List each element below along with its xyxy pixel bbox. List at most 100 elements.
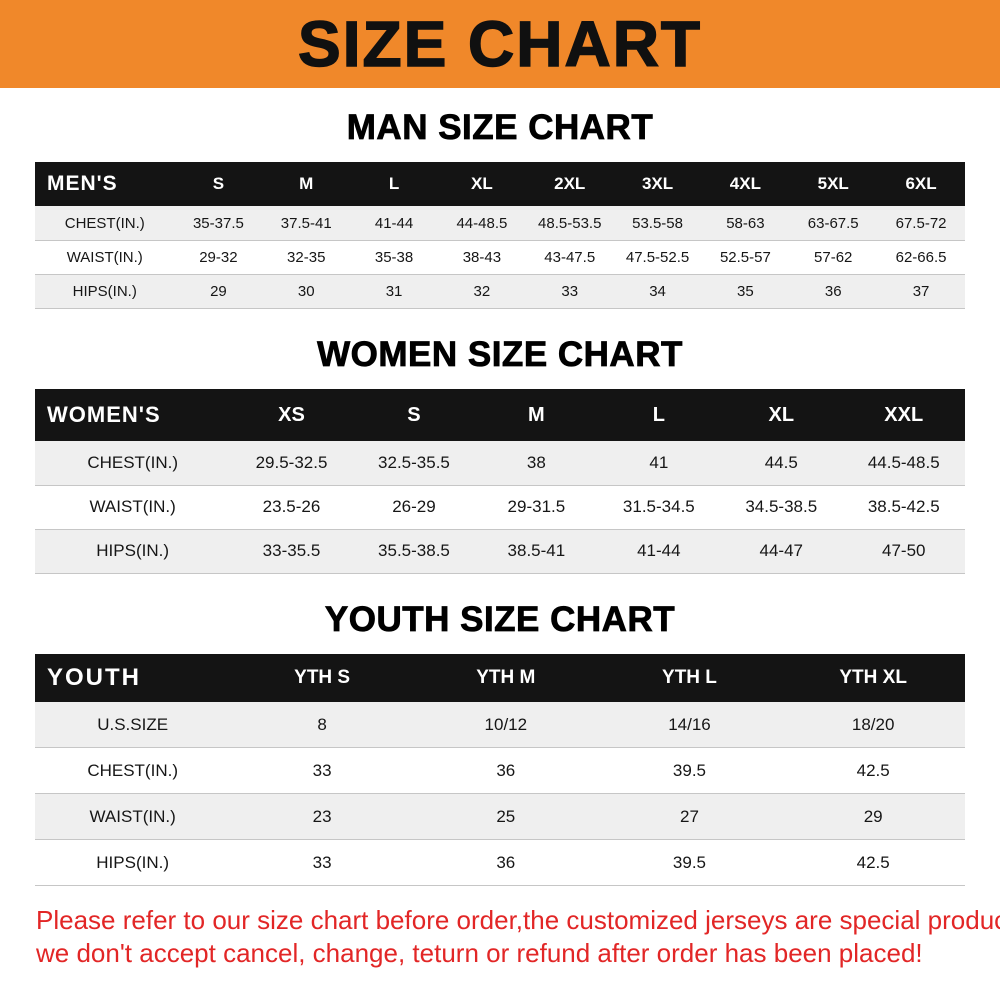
table-cell: 30 <box>297 282 315 300</box>
table-cell: 35-37.5 <box>192 214 244 232</box>
table-row: HIPS(IN.) 33-35.5 35.5-38.5 38.5-41 41-44 44-… <box>35 529 965 573</box>
table-cell: 23.5-26 <box>262 497 321 516</box>
section-women: WOMEN SIZE CHART WOMEN'S XS S M L XL XXL CHEST(… <box>0 334 1000 574</box>
table-cell: 52.5-57 <box>719 248 771 266</box>
table-row: HIPS(IN.) 29 30 31 32 33 34 35 36 37 <box>35 274 965 309</box>
table-cell: 62-66.5 <box>895 248 947 266</box>
table-header-row: MEN'S S M L XL 2XL 3XL 4XL 5XL 6XL <box>35 162 965 207</box>
table-cell: 35-38 <box>374 248 414 266</box>
table-cell: 18/20 <box>851 714 895 734</box>
table-row: CHEST(IN.) 33 36 39.5 42.5 <box>35 748 965 794</box>
table-cell: 36 <box>824 282 842 300</box>
banner-title: SIZE CHART <box>297 8 702 80</box>
table-cell: 29-31.5 <box>507 497 566 516</box>
table-cell: 29-32 <box>199 248 238 266</box>
table-cell: 25 <box>496 806 516 826</box>
column-header: S <box>174 162 263 207</box>
column-header: M <box>475 389 598 441</box>
table-cell: 29.5-32.5 <box>255 452 328 472</box>
row-label: WAIST(IN.) <box>89 806 176 826</box>
section-man: MAN SIZE CHART MEN'S S M L XL 2XL 3XL 4XL 5XL 6XL… <box>0 108 1000 309</box>
table-cell: 41-44 <box>637 541 681 560</box>
table-cell: 44-47 <box>759 541 803 560</box>
column-header: XL <box>720 389 843 441</box>
table-cell: 33 <box>312 760 332 780</box>
table-cell: 53.5-58 <box>632 214 683 232</box>
men-size-table: MEN'S S M L XL 2XL 3XL 4XL 5XL 6XL CHEST(IN.) 35-37… <box>35 162 965 309</box>
column-header: 3XL <box>613 162 702 207</box>
table-cell: 44.5 <box>764 452 798 472</box>
table-cell: 47-50 <box>882 541 926 560</box>
row-label: CHEST(IN.) <box>64 214 145 232</box>
column-header: YTH XL <box>781 653 965 702</box>
table-cell: 63-67.5 <box>807 214 859 232</box>
column-header: 6XL <box>877 162 965 207</box>
column-header: 4XL <box>701 162 790 207</box>
row-label: CHEST(IN.) <box>87 760 178 780</box>
table-cell: 42.5 <box>856 852 890 872</box>
table-cell: 41 <box>649 452 669 472</box>
column-header: YTH M <box>413 653 598 702</box>
table-header-row: YOUTH YTH S YTH M YTH L YTH XL <box>35 653 965 702</box>
table-cell: 33 <box>561 282 579 300</box>
table-cell: 14/16 <box>668 714 711 734</box>
table-cell: 33-35.5 <box>262 541 321 560</box>
table-cell: 44-48.5 <box>456 214 508 232</box>
column-header: 5XL <box>789 162 878 207</box>
table-row: CHEST(IN.) 35-37.5 37.5-41 41-44 44-48.5 48.5… <box>35 206 965 241</box>
table-cell: 43-47.5 <box>544 248 596 266</box>
column-header: M <box>262 162 351 207</box>
table-row: U.S.SIZE 8 10/12 14/16 18/20 <box>35 701 965 748</box>
table-cell: 39.5 <box>672 760 707 780</box>
table-corner-label: YOUTH <box>35 653 231 702</box>
table-cell: 36 <box>496 760 516 780</box>
table-cell: 26-29 <box>392 497 436 516</box>
table-cell: 31 <box>385 282 403 300</box>
table-cell: 8 <box>317 714 327 734</box>
row-label: U.S.SIZE <box>97 714 169 734</box>
column-header: XL <box>437 162 526 207</box>
column-header: YTH L <box>597 653 782 702</box>
row-label: HIPS(IN.) <box>96 541 170 560</box>
table-cell: 39.5 <box>672 852 707 872</box>
column-header: XS <box>230 389 353 441</box>
section-youth: YOUTH SIZE CHART YOUTH YTH S YTH M YTH L YTH… <box>0 599 1000 887</box>
footer-note: Please refer to our size chart before or… <box>36 904 1000 969</box>
table-cell: 42.5 <box>856 760 890 780</box>
man-size-chart-heading: MAN SIZE CHART <box>346 108 654 148</box>
table-header-row: WOMEN'S XS S M L XL XXL <box>35 389 965 441</box>
footer-line-1: Please refer to our size chart before or… <box>36 905 1000 936</box>
table-cell: 32 <box>473 282 491 300</box>
table-cell: 29 <box>210 282 227 300</box>
table-row: WAIST(IN.) 23 25 27 29 <box>35 793 965 840</box>
table-row: WAIST(IN.) 29-32 32-35 35-38 38-43 43-47.5 47.… <box>35 240 965 275</box>
table-cell: 31.5-34.5 <box>622 497 695 516</box>
table-cell: 34 <box>649 282 666 300</box>
footer-line-2: we don't accept cancel, change, teturn o… <box>36 937 923 968</box>
youth-size-table: YOUTH YTH S YTH M YTH L YTH XL U.S.SIZE 8 10/12… <box>35 653 965 887</box>
table-cell: 38 <box>526 452 546 472</box>
table-cell: 44.5-48.5 <box>867 452 940 472</box>
table-cell: 32.5-35.5 <box>378 452 450 472</box>
youth-size-chart-heading: YOUTH SIZE CHART <box>324 599 676 639</box>
table-corner-label: MEN'S <box>35 162 175 207</box>
table-corner-label: WOMEN'S <box>35 389 231 441</box>
row-label: HIPS(IN.) <box>72 282 137 300</box>
table-cell: 38.5-42.5 <box>867 497 940 516</box>
table-cell: 36 <box>496 852 516 872</box>
table-cell: 41-44 <box>374 214 414 232</box>
table-cell: 35 <box>737 282 754 300</box>
table-row: WAIST(IN.) 23.5-26 26-29 29-31.5 31.5-34.5 34… <box>35 485 965 529</box>
table-cell: 34.5-38.5 <box>745 497 818 516</box>
table-cell: 23 <box>312 806 332 826</box>
table-cell: 67.5-72 <box>895 214 947 232</box>
table-cell: 37.5-41 <box>280 214 332 232</box>
table-cell: 37 <box>912 282 930 300</box>
table-cell: 38-43 <box>462 248 502 266</box>
women-size-table: WOMEN'S XS S M L XL XXL CHEST(IN.) 29.5-32.5 32.5… <box>35 389 965 574</box>
column-header: L <box>350 162 438 207</box>
column-header: XXL <box>842 389 965 441</box>
table-cell: 47.5-52.5 <box>625 248 690 266</box>
column-header: YTH S <box>230 653 414 702</box>
column-header: L <box>597 389 721 441</box>
